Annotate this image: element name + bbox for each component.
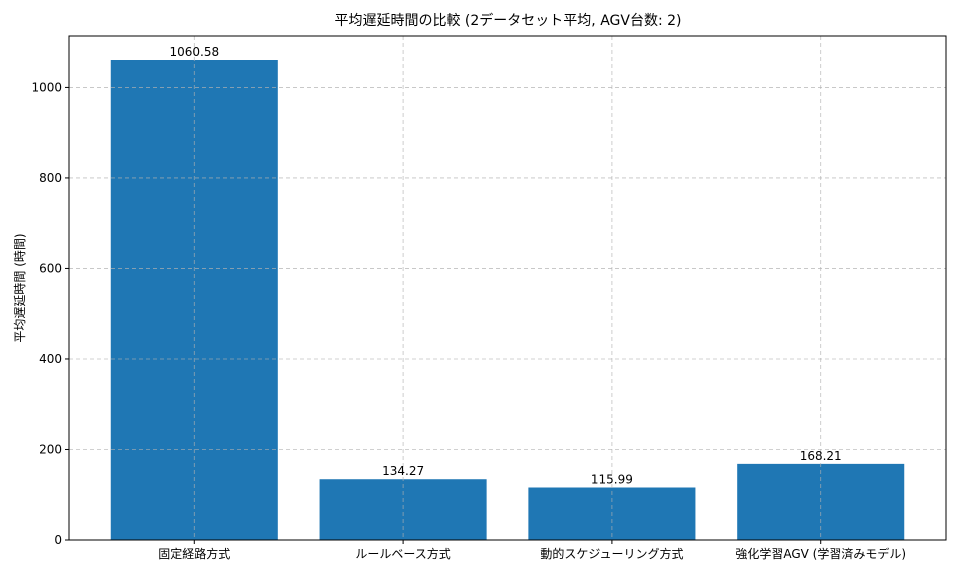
bar-value-label-1: 134.27 [382, 464, 424, 478]
bar-value-label-0: 1060.58 [169, 45, 219, 59]
y-tick-label: 400 [39, 352, 62, 366]
y-tick-label: 800 [39, 171, 62, 185]
x-tick-label: 動的スケジューリング方式 [540, 546, 683, 561]
y-tick-label: 200 [39, 442, 62, 456]
plot-area-frame [68, 35, 947, 541]
bars [110, 60, 905, 540]
axis-ticks: 0 200 400 600 800 1000 固定経路方式 ルールベース方式 動的スケジューリン… [31, 80, 906, 561]
x-tick-label: 強化学習AGV (学習済みモデル) [735, 546, 906, 561]
bar-0 [110, 60, 278, 540]
bar-value-label-3: 168.21 [800, 449, 842, 463]
bar-value-labels: 1060.58 134.27 115.99 168.21 [169, 45, 841, 487]
y-tick-label: 600 [39, 261, 62, 275]
bar-1 [319, 479, 487, 540]
x-tick-label: 固定経路方式 [158, 546, 230, 561]
bar-value-label-2: 115.99 [591, 473, 633, 487]
y-tick-label: 0 [54, 533, 62, 547]
y-tick-label: 1000 [31, 80, 62, 94]
chart-title: 平均遅延時間の比較 (2データセット平均, AGV台数: 2) [334, 12, 681, 29]
y-axis-label: 平均遅延時間 (時間) [13, 233, 27, 342]
x-tick-label: ルールベース方式 [355, 546, 450, 561]
